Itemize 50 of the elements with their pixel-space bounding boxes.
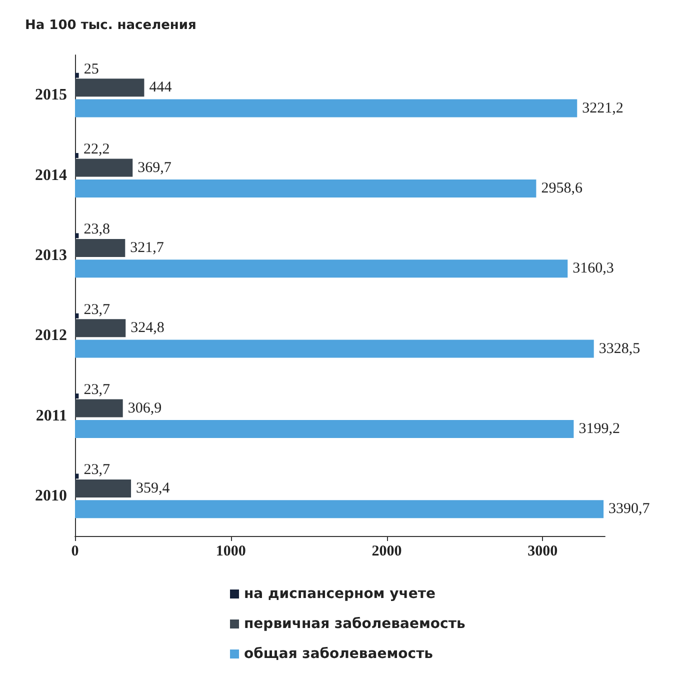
y-tick-label: 2011 bbox=[36, 407, 67, 424]
bar bbox=[75, 233, 79, 238]
data-label: 23,7 bbox=[84, 302, 110, 318]
bar bbox=[75, 399, 123, 418]
x-tick-label: 0 bbox=[71, 544, 79, 560]
data-label: 25 bbox=[84, 61, 99, 78]
data-label: 306,9 bbox=[128, 400, 162, 416]
data-label: 23,8 bbox=[84, 222, 110, 238]
chart-title: На 100 тыс. населения bbox=[25, 18, 196, 33]
bar bbox=[75, 238, 126, 257]
bar bbox=[75, 179, 536, 198]
bar bbox=[75, 99, 578, 118]
data-label: 22,2 bbox=[83, 142, 110, 158]
data-label: 23,7 bbox=[84, 382, 110, 398]
data-label: 3328,5 bbox=[598, 340, 640, 357]
y-tick-label: 2014 bbox=[35, 166, 67, 184]
bar bbox=[75, 319, 126, 338]
data-label: 23,7 bbox=[84, 462, 110, 478]
data-label: 359,4 bbox=[136, 480, 170, 496]
data-label: 3199,2 bbox=[578, 420, 620, 437]
bar bbox=[75, 479, 132, 498]
bar bbox=[75, 78, 144, 97]
y-tick-label: 2010 bbox=[35, 487, 67, 504]
x-tick-label: 2000 bbox=[372, 544, 402, 560]
bar bbox=[75, 153, 78, 158]
bar bbox=[75, 420, 574, 438]
x-tick-label: 3000 bbox=[528, 544, 558, 560]
bar bbox=[75, 72, 79, 78]
bar bbox=[75, 340, 594, 358]
data-label: 324,8 bbox=[130, 320, 164, 336]
data-label: 369,7 bbox=[138, 160, 172, 176]
bar bbox=[75, 474, 79, 479]
y-tick-label: 2015 bbox=[35, 86, 67, 104]
y-tick-label: 2012 bbox=[35, 327, 67, 344]
data-label: 3390,7 bbox=[608, 501, 650, 518]
bar bbox=[75, 394, 79, 399]
bar bbox=[75, 500, 604, 518]
data-label: 3221,2 bbox=[582, 100, 624, 116]
legend-label: на диспансерном учете bbox=[244, 586, 436, 602]
data-label: 3160,3 bbox=[572, 260, 614, 277]
legend-label: первичная заболеваемость bbox=[244, 616, 466, 632]
legend-label: общая заболеваемость bbox=[244, 646, 434, 662]
data-label: 2958,6 bbox=[541, 180, 583, 196]
data-label: 321,7 bbox=[130, 240, 164, 256]
data-label: 444 bbox=[149, 80, 172, 96]
bar bbox=[75, 313, 79, 318]
bar bbox=[75, 158, 133, 177]
bar bbox=[75, 260, 568, 278]
y-tick-label: 2013 bbox=[35, 246, 67, 264]
x-tick-label: 1000 bbox=[216, 544, 246, 560]
